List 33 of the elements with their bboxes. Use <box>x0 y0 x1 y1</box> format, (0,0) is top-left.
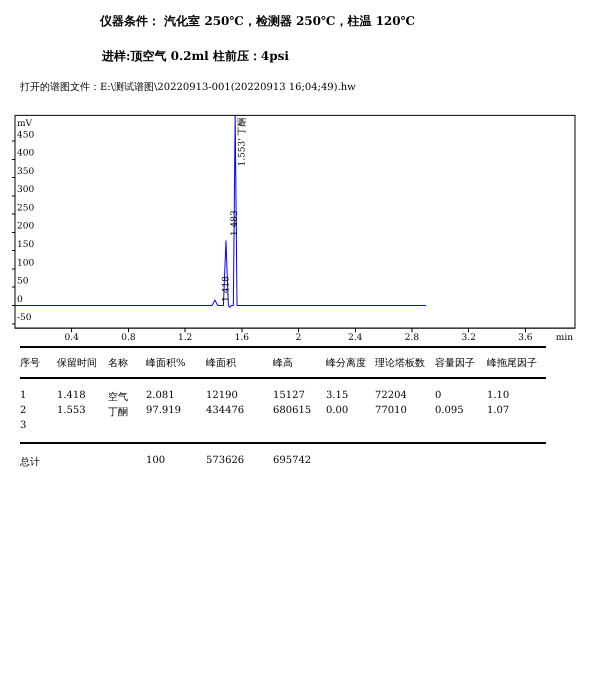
x-tick-label: 2.4 <box>348 332 363 343</box>
x-tick-label: 1.2 <box>178 332 192 343</box>
x-tick-label: 2 <box>296 332 302 343</box>
y-tick-label: 0 <box>17 294 23 305</box>
x-tick-label: 0.4 <box>64 332 80 343</box>
chart-subtitle: 进样:顶空气 0.2ml 柱前压：4psi <box>102 48 289 65</box>
x-tick-label: 2.8 <box>404 332 420 343</box>
y-tick-label: 50 <box>17 276 29 287</box>
y-tick-label: 100 <box>17 258 34 268</box>
y-tick-label: 450 <box>17 130 34 140</box>
x-tick-label: 3.6 <box>518 332 533 343</box>
y-tick-label: 400 <box>17 148 34 159</box>
y-tick-label: 250 <box>17 203 34 214</box>
y-tick-label: 200 <box>17 222 34 232</box>
text: 总计 100 573626 695742 <box>20 455 312 468</box>
x-axis-title: min <box>556 333 574 344</box>
text: 1 1.418 空气 2.081 12190 15127 3.15 72204 0 1.10 <box>20 390 510 403</box>
chart-title: 仪器条件： 汽化室 250℃，检测器 250℃，柱温 120℃ <box>100 13 415 30</box>
text: 打开的谱图文件：E:\测试谱图\20220913-001(20220913 16;04;49).hw <box>20 80 356 94</box>
annotation: 1.483 <box>230 210 240 236</box>
x-tick-label: 1.6 <box>234 332 250 343</box>
text: 2 1.553 丁酮 97.919 434476 680615 0.00 77010 0.095 1.07 <box>20 405 510 418</box>
x-tick-label: 3.2 <box>462 332 476 343</box>
annotation: 1.553' 丁酮 <box>238 117 248 167</box>
x-tick-label: 0.8 <box>121 332 136 343</box>
y-tick-label: 350 <box>17 166 34 177</box>
y-tick-label: 300 <box>17 185 34 196</box>
text: 3 <box>20 420 26 431</box>
y-axis-title: mV <box>17 119 33 130</box>
y-tick-label: 150 <box>17 240 34 250</box>
annotation: 1.418 <box>222 276 232 302</box>
y-tick-label: -50 <box>17 313 32 324</box>
text: 序号 保留时间 名称 峰面积% 峰面积 峰高 峰分离度 理论塔板数 容量因子 峰拖尾因子 <box>20 358 537 369</box>
